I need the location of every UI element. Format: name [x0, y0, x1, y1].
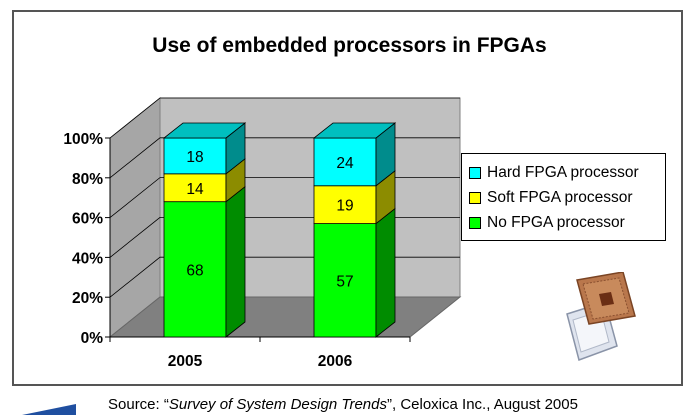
- y-tick-label: 20%: [72, 290, 103, 307]
- chart-legend: Hard FPGA processor Soft FPGA processor …: [461, 153, 666, 241]
- source-prefix: Source: “: [108, 396, 169, 413]
- data-label-no-fpga-processor-2005: 68: [186, 262, 203, 279]
- legend-item-hard: Hard FPGA processor: [469, 160, 665, 185]
- source-note: Source: “Survey of System Design Trends”…: [108, 396, 578, 413]
- y-tick-label: 100%: [63, 131, 103, 148]
- bar-side-no-fpga-processor-2006: [375, 207, 396, 338]
- bar-front-hard-fpga-processor-2006: [313, 137, 377, 187]
- chart-floor: [108, 296, 462, 338]
- bar-front-no-fpga-processor-2006: [313, 223, 377, 338]
- y-tick-label: 60%: [72, 211, 103, 228]
- x-tick-label-2006: 2006: [318, 353, 353, 370]
- x-tick-label-2005: 2005: [168, 353, 203, 370]
- legend-item-soft: Soft FPGA processor: [469, 185, 665, 210]
- data-label-hard-fpga-processor-2005: 18: [186, 149, 203, 166]
- data-label-soft-fpga-processor-2006: 19: [336, 198, 353, 215]
- bar-top-hard-fpga-processor-2006: [312, 122, 397, 139]
- gridline: [109, 97, 460, 139]
- y-tick-label: 40%: [72, 250, 103, 267]
- bar-side-no-fpga-processor-2005: [225, 185, 246, 338]
- legend-item-none: No FPGA processor: [469, 210, 665, 235]
- side-wall: [109, 96, 161, 339]
- legend-label-none: No FPGA processor: [487, 213, 625, 231]
- data-label-hard-fpga-processor-2006: 24: [336, 155, 354, 172]
- bar-front-no-fpga-processor-2005: [163, 201, 227, 338]
- bar-front-soft-fpga-processor-2006: [313, 185, 377, 224]
- legend-label-soft: Soft FPGA processor: [487, 188, 633, 206]
- y-tick-label: 80%: [72, 171, 103, 188]
- legend-swatch-hard: [469, 166, 481, 179]
- source-suffix: ”, Celoxica Inc., August 2005: [387, 396, 578, 413]
- chip-icon: [566, 272, 636, 361]
- data-label-no-fpga-processor-2006: 57: [336, 273, 353, 290]
- legend-swatch-soft: [469, 191, 481, 204]
- chart-plot: 0% 20% 40% 60% 80% 100% 68 14 18 2005 57 19 24 2006: [63, 96, 462, 370]
- source-title: Survey of System Design Trends: [168, 396, 387, 413]
- legend-label-hard: Hard FPGA processor: [487, 163, 639, 181]
- legend-swatch-none: [469, 216, 481, 229]
- chart-title: Use of embedded processors in FPGAs: [152, 34, 547, 57]
- bar-top-hard-fpga-processor-2005: [162, 122, 247, 139]
- y-tick-label: 0%: [81, 330, 104, 347]
- data-label-soft-fpga-processor-2005: 14: [186, 181, 204, 198]
- corner-decoration: [22, 404, 76, 415]
